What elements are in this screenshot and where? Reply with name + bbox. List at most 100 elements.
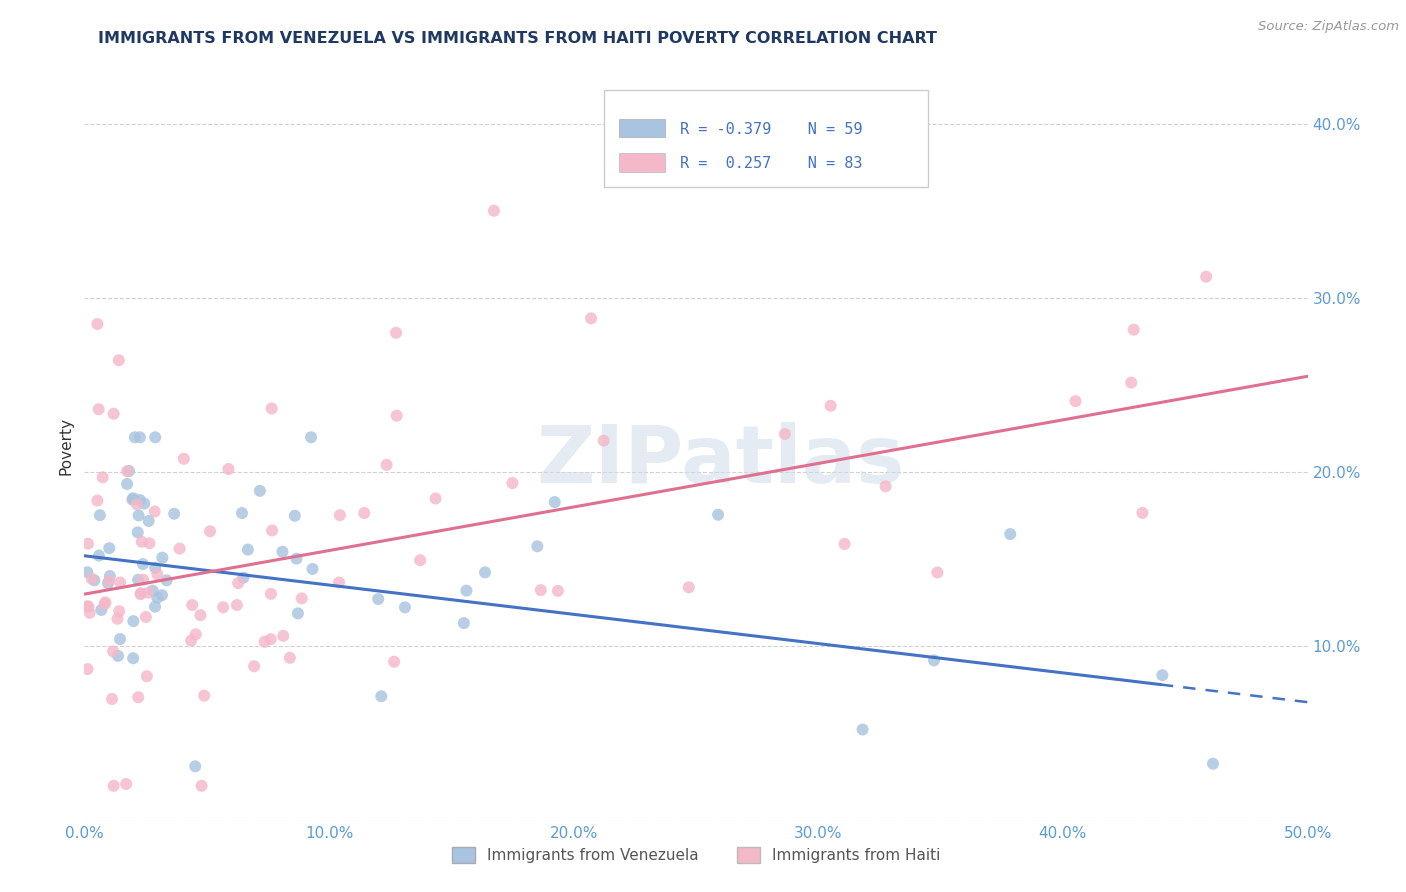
Point [367,592,389,607]
Point [287,607,309,621]
Point [236,542,259,557]
Point [1195,269,1218,284]
Point [922,653,945,667]
Point [328,575,350,590]
Point [253,634,276,648]
Point [129,587,152,601]
Point [530,583,553,598]
Point [76,566,98,580]
Legend: Immigrants from Venezuela, Immigrants from Haiti: Immigrants from Venezuela, Immigrants fr… [446,841,946,869]
Text: IMMIGRANTS FROM VENEZUELA VS IMMIGRANTS FROM HAITI POVERTY CORRELATION CHART: IMMIGRANTS FROM VENEZUELA VS IMMIGRANTS … [98,31,938,46]
Point [1122,323,1144,337]
Point [226,576,249,591]
Point [385,409,408,423]
Point [773,427,796,442]
Point [217,462,239,476]
Point [93,597,115,611]
Point [108,604,131,618]
Point [226,598,249,612]
Text: ZIPatlas: ZIPatlas [536,422,904,500]
Point [103,407,125,421]
Point [79,606,101,620]
Point [122,651,145,665]
Point [232,571,254,585]
Point [122,491,145,506]
Point [150,550,173,565]
Point [122,614,145,628]
Point [394,600,416,615]
Point [249,483,271,498]
Point [143,560,166,574]
Point [184,759,207,773]
Point [243,659,266,673]
Point [501,476,523,491]
Point [103,779,125,793]
Point [132,557,155,571]
Point [284,508,307,523]
Point [98,569,121,583]
Text: R =  0.257    N = 83: R = 0.257 N = 83 [681,155,862,170]
Point [820,399,842,413]
Point [77,537,100,551]
Point [128,508,150,523]
Point [135,610,157,624]
Y-axis label: Poverty: Poverty [59,417,75,475]
Point [143,504,166,518]
Point [135,669,157,683]
Point [101,692,124,706]
Point [425,491,447,506]
Point [76,662,98,676]
Point [101,644,124,658]
Point [124,430,146,444]
Point [299,430,322,444]
Point [131,534,153,549]
Text: Source: ZipAtlas.com: Source: ZipAtlas.com [1258,20,1399,33]
Point [678,580,700,594]
Point [181,598,204,612]
Point [163,507,186,521]
FancyBboxPatch shape [619,153,665,171]
Point [146,567,169,582]
Point [453,616,475,631]
Point [231,506,253,520]
Point [87,402,110,417]
Point [353,506,375,520]
Point [129,430,152,444]
Point [544,495,567,509]
Point [115,477,138,491]
Point [127,573,149,587]
Point [89,508,111,523]
Point [138,514,160,528]
FancyBboxPatch shape [605,90,928,187]
Point [180,633,202,648]
Point [115,777,138,791]
Point [260,632,283,647]
Point [278,650,301,665]
Point [129,586,152,600]
Point [875,479,897,493]
Point [125,497,148,511]
Point [107,648,129,663]
Point [108,632,131,646]
Point [77,599,100,614]
Point [83,574,105,588]
Point [76,599,98,614]
Point [1152,668,1174,682]
Point [301,562,323,576]
Point [87,549,110,563]
Point [143,430,166,444]
Point [592,434,614,448]
Point [409,553,432,567]
Point [108,575,131,590]
Point [382,655,405,669]
Point [285,551,308,566]
Point [385,326,408,340]
Point [1202,756,1225,771]
Point [1064,394,1087,409]
Point [1121,376,1143,390]
Point [271,545,294,559]
Point [474,566,496,580]
Point [260,587,283,601]
Point [212,600,235,615]
Point [927,566,949,580]
